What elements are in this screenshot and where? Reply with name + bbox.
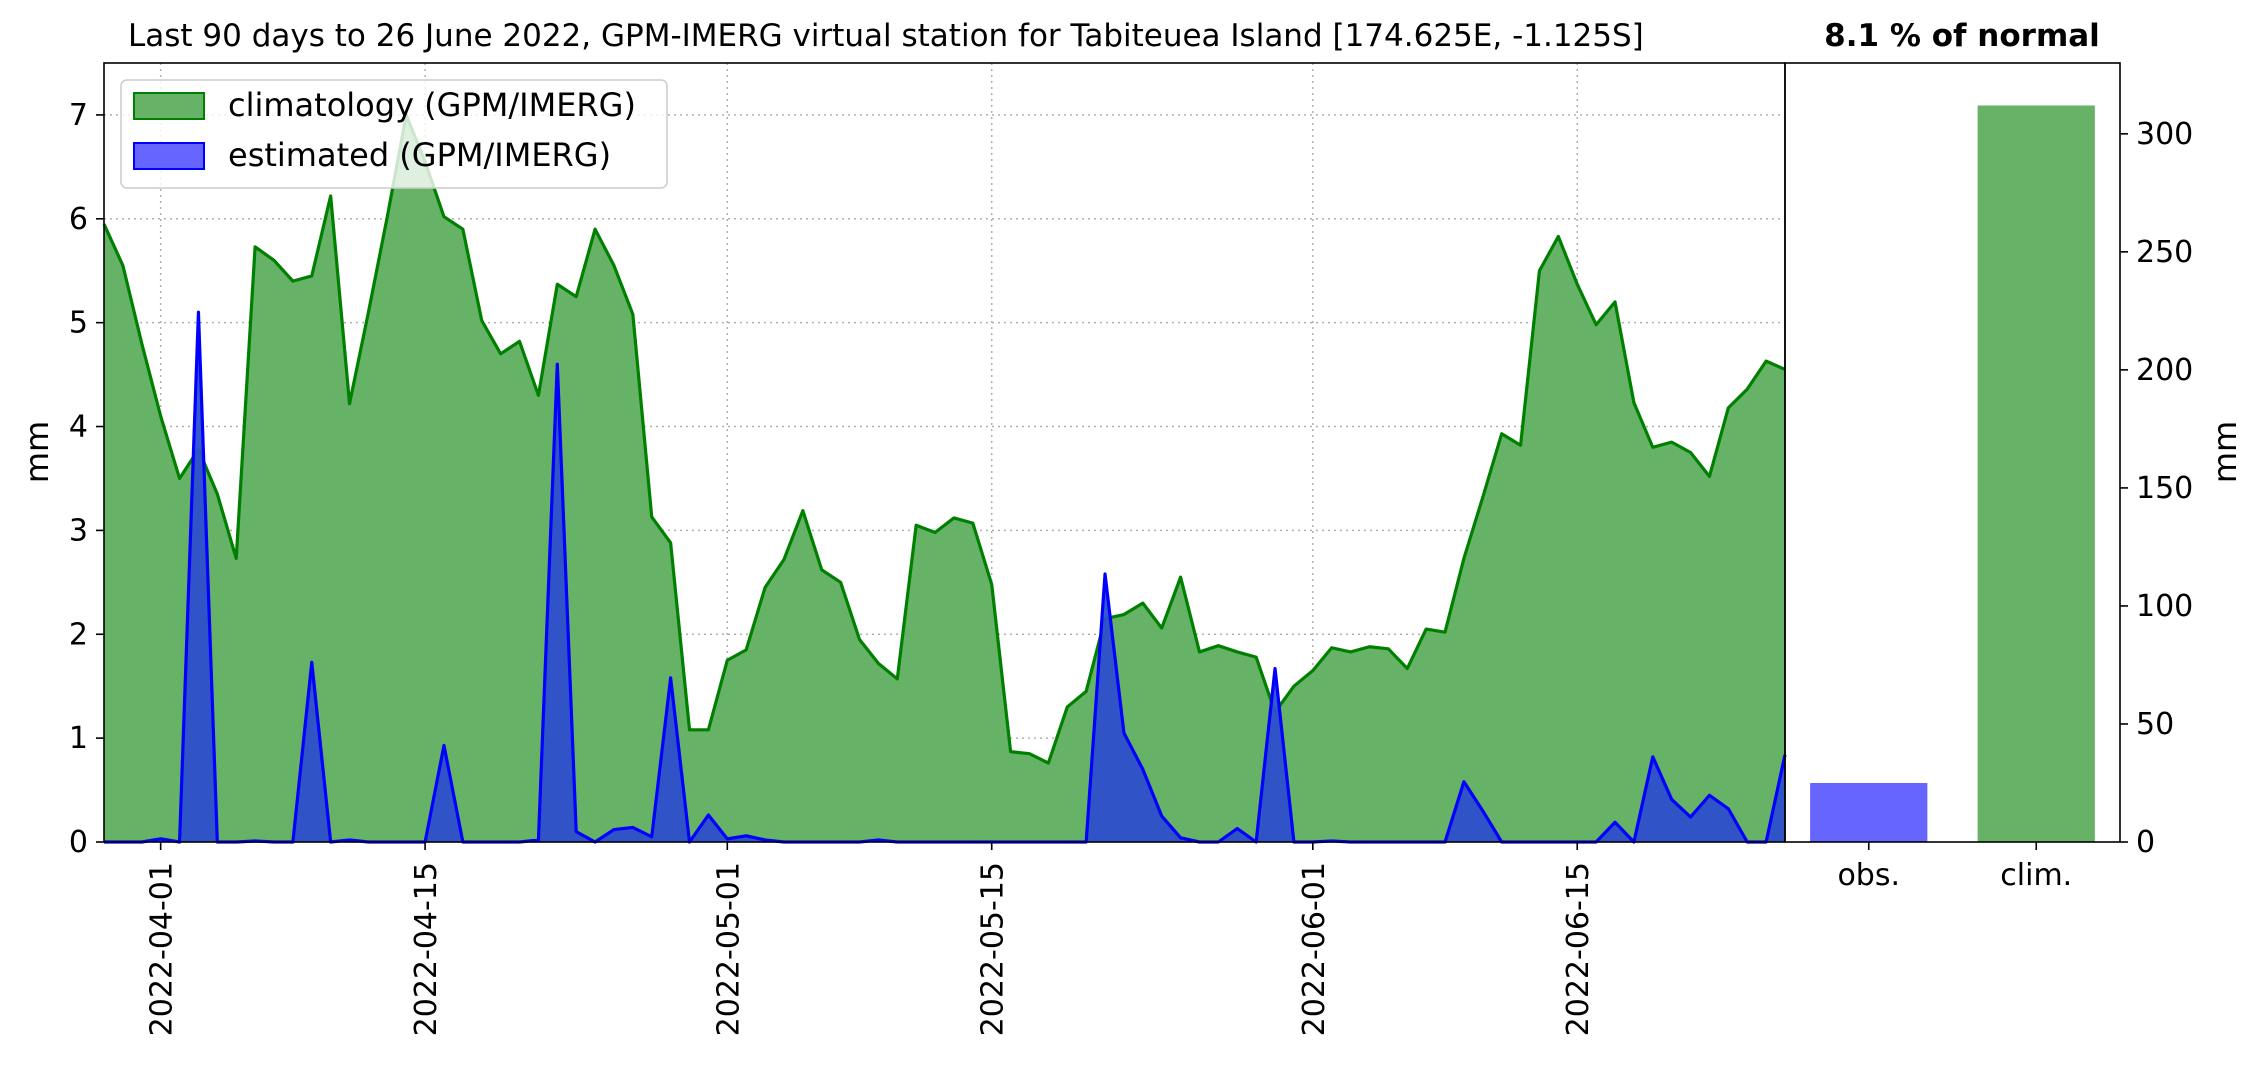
y-tick-label: 6 — [69, 202, 88, 237]
main-chart-title: Last 90 days to 26 June 2022, GPM-IMERG … — [128, 18, 1644, 54]
right-y-tick-label: 200 — [2136, 353, 2193, 388]
right-y-tick-label: 0 — [2136, 825, 2155, 860]
y-tick-label: 3 — [69, 513, 88, 548]
x-tick-label: 2022-06-15 — [1561, 862, 1596, 1036]
total-rainfall-bar-chart: 8.1 % of normal 0 50 100 150 200 250 300 obs. c… — [1784, 18, 2244, 893]
right-y-tick-label: 250 — [2136, 235, 2193, 270]
climatology-line — [102, 113, 1786, 765]
legend-swatch-climatology — [133, 92, 205, 120]
y-tick-label: 7 — [69, 98, 88, 133]
total-bars — [1810, 105, 2095, 842]
y-tick-label: 2 — [69, 617, 88, 652]
x-tick-label: 2022-06-01 — [1297, 862, 1332, 1036]
y-axis-label: mm — [18, 421, 56, 483]
right-y-tick-label: 150 — [2136, 471, 2193, 506]
bar-category-labels: obs. clim. — [1837, 842, 2072, 893]
x-axis-ticks: 2022-04-01 2022-04-15 2022-05-01 2022-05-15… — [145, 842, 1596, 1036]
right-y-axis-label: mm — [2206, 421, 2244, 483]
y-tick-label: 1 — [69, 721, 88, 756]
y-tick-label: 0 — [69, 825, 88, 860]
y-tick-label: 5 — [69, 306, 88, 341]
percent-of-normal-title: 8.1 % of normal — [1824, 18, 2100, 54]
x-tick-label: 2022-04-15 — [409, 862, 444, 1036]
bar-obs — [1810, 782, 1928, 842]
legend-label-estimated: estimated (GPM/IMERG) — [228, 136, 611, 174]
legend-label-climatology: climatology (GPM/IMERG) — [228, 86, 636, 124]
y-tick-label: 4 — [69, 410, 88, 445]
daily-rainfall-chart: Last 90 days to 26 June 2022, GPM-IMERG … — [18, 18, 1787, 1036]
series-areas — [102, 113, 1787, 844]
right-y-tick-label: 100 — [2136, 589, 2193, 624]
x-tick-label: 2022-05-01 — [711, 862, 746, 1036]
y-axis-ticks: 0 1 2 3 4 5 6 7 — [69, 98, 104, 860]
legend: climatology (GPM/IMERG) estimated (GPM/I… — [120, 79, 668, 189]
legend-box — [120, 79, 668, 189]
right-y-axis-ticks: 0 50 100 150 200 250 300 — [2120, 117, 2193, 860]
bar-category-label: obs. — [1837, 858, 1900, 893]
right-y-tick-label: 300 — [2136, 117, 2193, 152]
climatology-area — [104, 114, 1785, 842]
bar-category-label: clim. — [2000, 858, 2072, 893]
right-y-tick-label: 50 — [2136, 707, 2174, 742]
x-tick-label: 2022-04-01 — [145, 862, 180, 1036]
x-tick-label: 2022-05-15 — [976, 862, 1011, 1036]
bar-clim — [1977, 105, 2095, 842]
legend-swatch-estimated — [133, 142, 205, 170]
right-plot-frame — [1784, 62, 2121, 843]
